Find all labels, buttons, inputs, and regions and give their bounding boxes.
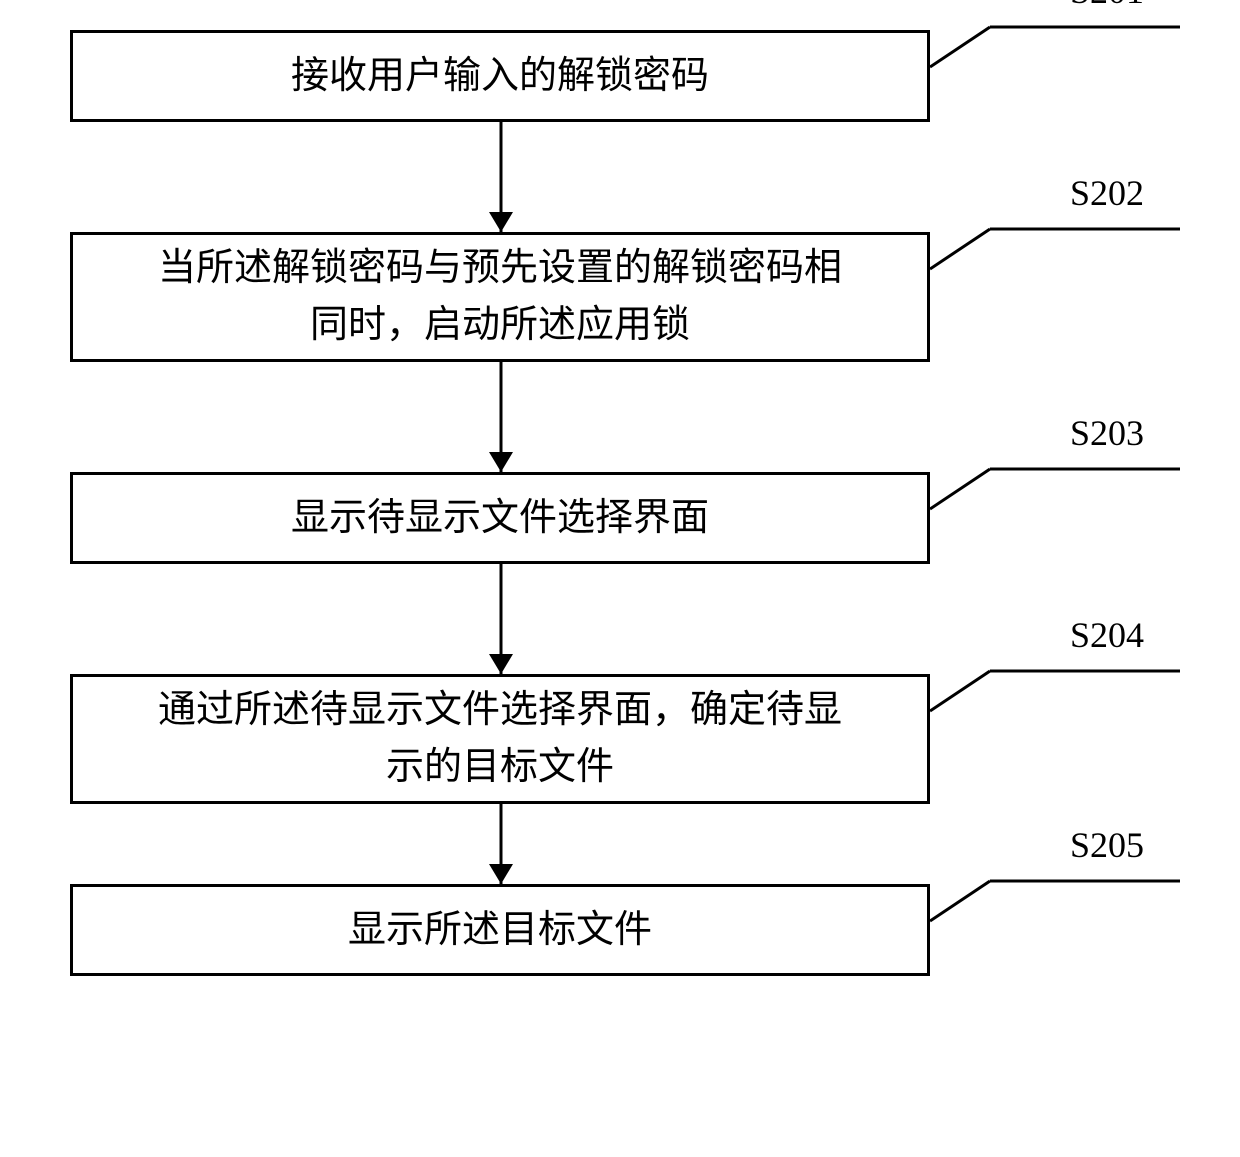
step-row-3: 显示待显示文件选择界面 S203 [30,472,1210,564]
step-box-s205: 显示所述目标文件 [70,884,930,976]
leader-svg-s204 [930,656,1210,716]
step-text-s202-line1: 当所述解锁密码与预先设置的解锁密码相 [158,240,842,297]
step-text-s204-line2: 示的目标文件 [158,739,842,796]
step-label-s205: S205 [1070,824,1144,866]
step-text-s201: 接收用户输入的解锁密码 [291,48,709,105]
step-row-4: 通过所述待显示文件选择界面，确定待显 示的目标文件 S204 [30,674,1210,804]
step-row-5: 显示所述目标文件 S205 [30,884,1210,976]
step-box-s201: 接收用户输入的解锁密码 [70,30,930,122]
step-row-1: 接收用户输入的解锁密码 S201 [30,30,1210,122]
label-container-s204: S204 [930,674,1210,804]
label-container-s201: S201 [930,30,1210,122]
step-text-s203: 显示待显示文件选择界面 [291,490,709,547]
step-box-s204: 通过所述待显示文件选择界面，确定待显 示的目标文件 [70,674,930,804]
leader-svg-s203 [930,454,1210,514]
step-label-s204: S204 [1070,614,1144,656]
step-label-s201: S201 [1070,0,1144,12]
label-container-s203: S203 [930,472,1210,564]
label-container-s202: S202 [930,232,1210,362]
leader-svg-s201 [930,12,1210,72]
step-row-2: 当所述解锁密码与预先设置的解锁密码相 同时，启动所述应用锁 S202 [30,232,1210,362]
step-box-s202: 当所述解锁密码与预先设置的解锁密码相 同时，启动所述应用锁 [70,232,930,362]
step-text-s205: 显示所述目标文件 [348,902,652,959]
label-container-s205: S205 [930,884,1210,976]
step-box-s203: 显示待显示文件选择界面 [70,472,930,564]
step-text-s202-line2: 同时，启动所述应用锁 [158,297,842,354]
leader-svg-s205 [930,866,1210,926]
leader-svg-s202 [930,214,1210,274]
step-label-s202: S202 [1070,172,1144,214]
step-text-s204-line1: 通过所述待显示文件选择界面，确定待显 [158,682,842,739]
step-label-s203: S203 [1070,412,1144,454]
flowchart-container: 接收用户输入的解锁密码 S201 当所述解锁密码与预先设置的解锁密码相 同时，启… [30,30,1210,976]
